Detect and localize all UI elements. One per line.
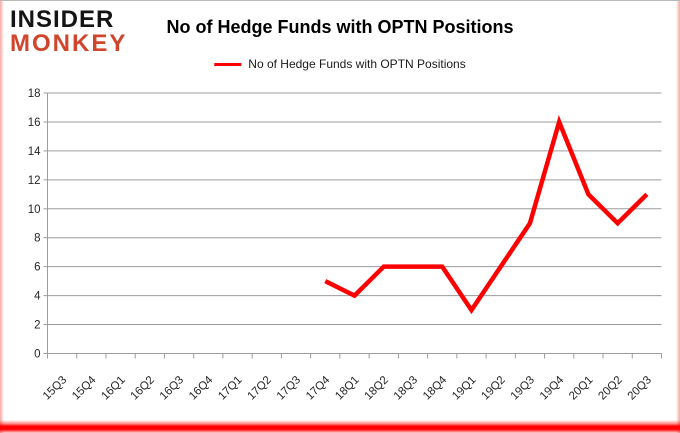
x-axis-label-19Q2: 19Q2 — [479, 374, 507, 402]
y-axis-label-10: 10 — [28, 204, 41, 216]
x-axis-label-16Q1: 16Q1 — [99, 374, 127, 402]
x-axis-label-20Q1: 20Q1 — [567, 374, 595, 402]
y-axis-label-2: 2 — [34, 320, 40, 332]
insider-monkey-logo: INSIDER MONKEY — [10, 8, 127, 55]
y-axis-label-14: 14 — [28, 146, 41, 158]
x-axis-label-15Q3: 15Q3 — [41, 374, 69, 402]
x-axis-label-17Q1: 17Q1 — [216, 374, 244, 402]
x-axis-label-20Q3: 20Q3 — [626, 374, 654, 402]
y-axis-label-12: 12 — [28, 175, 41, 187]
x-axis-label-16Q2: 16Q2 — [129, 374, 157, 402]
x-axis-label-18Q1: 18Q1 — [333, 374, 361, 402]
x-axis-label-16Q4: 16Q4 — [187, 374, 216, 403]
x-axis-label-19Q1: 19Q1 — [450, 374, 478, 402]
x-axis-label-20Q2: 20Q2 — [596, 374, 624, 402]
y-axis-label-6: 6 — [34, 262, 40, 274]
logo-text-monkey: MONKEY — [10, 29, 128, 57]
y-axis-label-8: 8 — [34, 233, 40, 245]
legend-label: No of Hedge Funds with OPTN Positions — [248, 57, 466, 71]
x-axis-label-19Q3: 19Q3 — [509, 374, 537, 402]
chart-legend: No of Hedge Funds with OPTN Positions — [214, 57, 466, 71]
data-line-series-0 — [324, 115, 649, 315]
x-axis-label-18Q2: 18Q2 — [362, 374, 390, 402]
x-axis-label-17Q4: 17Q4 — [304, 374, 333, 403]
logo-text-insider: INSIDER — [10, 6, 115, 33]
y-axis-label-4: 4 — [34, 291, 41, 303]
x-axis-label-15Q4: 15Q4 — [70, 374, 99, 403]
x-axis-label-17Q2: 17Q2 — [246, 374, 274, 402]
x-axis-label-18Q3: 18Q3 — [392, 374, 420, 402]
x-axis-label-18Q4: 18Q4 — [421, 374, 450, 403]
x-axis-label-16Q3: 16Q3 — [158, 374, 186, 402]
y-axis-label-18: 18 — [28, 88, 41, 100]
x-axis-label-17Q3: 17Q3 — [275, 374, 303, 402]
x-axis-label-19Q4: 19Q4 — [538, 374, 567, 403]
y-axis-label-0: 0 — [34, 349, 40, 361]
chart-title: No of Hedge Funds with OPTN Positions — [166, 17, 514, 37]
legend-line-swatch — [214, 62, 242, 66]
y-axis-label-16: 16 — [28, 117, 41, 129]
